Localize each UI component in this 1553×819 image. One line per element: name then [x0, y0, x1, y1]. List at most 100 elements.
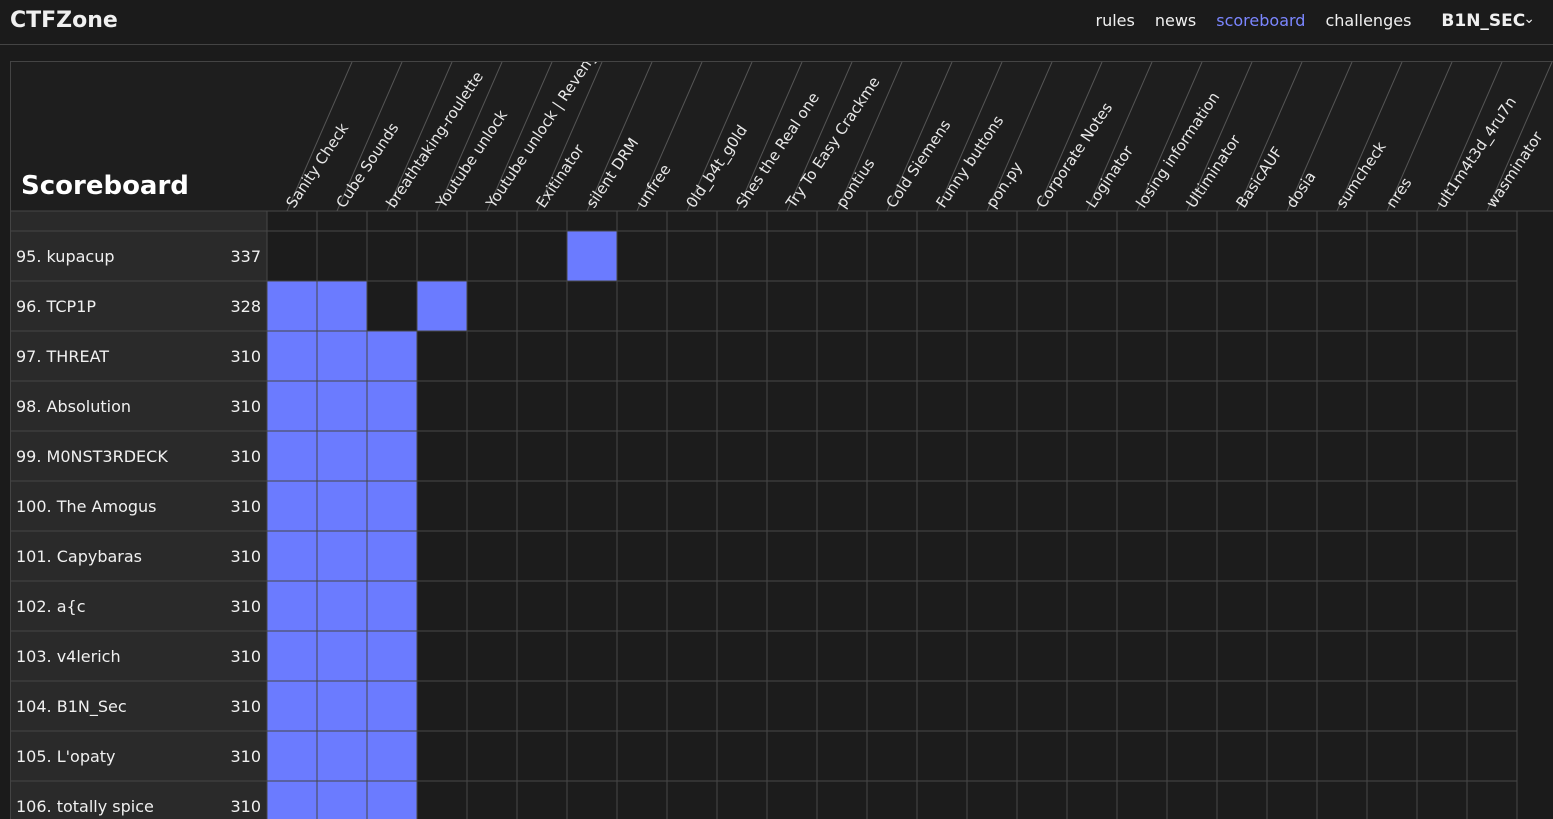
solved-cell — [267, 581, 317, 631]
header-diagonal — [686, 62, 753, 212]
team-name[interactable]: 104. B1N_Sec — [16, 697, 127, 717]
grid-bg — [267, 211, 1517, 819]
solved-cell — [317, 681, 367, 731]
header-bg — [11, 62, 1553, 211]
nav-link[interactable]: rules — [1095, 11, 1135, 30]
team-score: 310 — [230, 347, 261, 366]
solved-cell — [267, 631, 317, 681]
team-name[interactable]: 99. M0NST3RDECK — [16, 447, 168, 466]
scoreboard: Sanity Check Cube Sounds breathtaking-roul… — [10, 61, 1553, 819]
solved-cell — [367, 381, 417, 431]
team-score: 310 — [230, 697, 261, 716]
nav-link[interactable]: news — [1154, 11, 1197, 30]
solved-cell — [317, 481, 367, 531]
team-score: 310 — [230, 497, 261, 516]
solved-cell — [367, 431, 417, 481]
solved-cell — [267, 731, 317, 781]
solved-cell — [367, 531, 417, 581]
header-diagonal — [1436, 62, 1503, 212]
header-diagonal — [486, 62, 553, 212]
header-diagonal — [1086, 62, 1153, 212]
solved-cell — [417, 281, 467, 331]
solved-cell — [367, 331, 417, 381]
solved-cell — [317, 581, 367, 631]
nav-link[interactable]: scoreboard — [1216, 11, 1306, 30]
scoreboard-title: Scoreboard — [21, 171, 189, 201]
nav: rules news scoreboard challenges B1N_SEC ⌄ — [1096, 11, 1536, 31]
header-diagonal — [286, 62, 353, 212]
solved-cell — [367, 481, 417, 531]
solved-cell — [317, 331, 367, 381]
header-diagonal — [1136, 62, 1203, 212]
header-diagonal — [1236, 62, 1303, 212]
header-diagonal — [1286, 62, 1353, 212]
team-name[interactable]: 100. The Amogus — [16, 497, 157, 516]
team-score: 310 — [230, 447, 261, 466]
solved-cell — [367, 681, 417, 731]
team-score: 337 — [230, 247, 261, 266]
top-bar: CTFZone rules news scoreboard challenges B1N… — [0, 0, 1553, 45]
team-score: 310 — [230, 547, 261, 566]
team-name[interactable]: 96. TCP1P — [16, 297, 96, 316]
header-diagonal — [536, 62, 603, 212]
team-name[interactable]: 98. Absolution — [16, 397, 131, 416]
solved-cell — [267, 781, 317, 819]
header-diagonal — [1386, 62, 1453, 212]
header-diagonal — [1486, 62, 1553, 212]
header-diagonal — [736, 62, 803, 212]
solved-cell — [317, 781, 367, 819]
header-diagonal — [1336, 62, 1403, 212]
solved-cell — [267, 431, 317, 481]
header-diagonal — [986, 62, 1053, 212]
solved-cell — [367, 581, 417, 631]
user-menu[interactable]: B1N_SEC — [1441, 11, 1526, 31]
header-diagonal — [836, 62, 903, 212]
chevron: ⌄ — [1523, 11, 1535, 27]
header-diagonal — [436, 62, 503, 212]
solved-cell — [267, 481, 317, 531]
team-score: 310 — [230, 397, 261, 416]
team-name[interactable]: 105. L'opaty — [16, 747, 116, 766]
header-diagonal — [936, 62, 1003, 212]
team-name[interactable]: 103. v4lerich — [16, 647, 121, 666]
solved-cell — [267, 331, 317, 381]
team-name[interactable]: 102. a{c — [16, 597, 86, 616]
header-diagonal — [586, 62, 653, 212]
solved-cell — [367, 631, 417, 681]
solved-cell — [317, 431, 367, 481]
header-diagonal — [886, 62, 953, 212]
solved-cell — [317, 631, 367, 681]
team-score: 310 — [230, 747, 261, 766]
solved-cell — [317, 531, 367, 581]
solved-cell — [267, 281, 317, 331]
header-diagonal — [336, 62, 403, 212]
team-score: 310 — [230, 647, 261, 666]
brand[interactable]: CTFZone — [10, 8, 118, 33]
team-name[interactable]: 106. totally spice — [16, 797, 154, 816]
solved-cell — [267, 531, 317, 581]
solved-cell — [367, 781, 417, 819]
solved-cell — [367, 731, 417, 781]
team-name[interactable]: 101. Capybaras — [16, 547, 142, 566]
header-diagonal — [786, 62, 853, 212]
names-bg — [11, 211, 267, 819]
solved-cell — [317, 731, 367, 781]
team-score: 310 — [230, 797, 261, 816]
team-name[interactable]: 97. THREAT — [16, 347, 109, 366]
team-score: 328 — [230, 297, 261, 316]
header-diagonal — [636, 62, 703, 212]
solved-cell — [317, 281, 367, 331]
solved-cell — [567, 231, 617, 281]
solved-cell — [267, 681, 317, 731]
header-diagonal — [1036, 62, 1103, 212]
team-name[interactable]: 95. kupacup — [16, 247, 115, 266]
team-score: 310 — [230, 597, 261, 616]
solved-cell — [317, 381, 367, 431]
solved-cell — [267, 381, 317, 431]
header-diagonal — [1186, 62, 1253, 212]
nav-link[interactable]: challenges — [1325, 11, 1412, 30]
header-diagonal — [386, 62, 453, 212]
